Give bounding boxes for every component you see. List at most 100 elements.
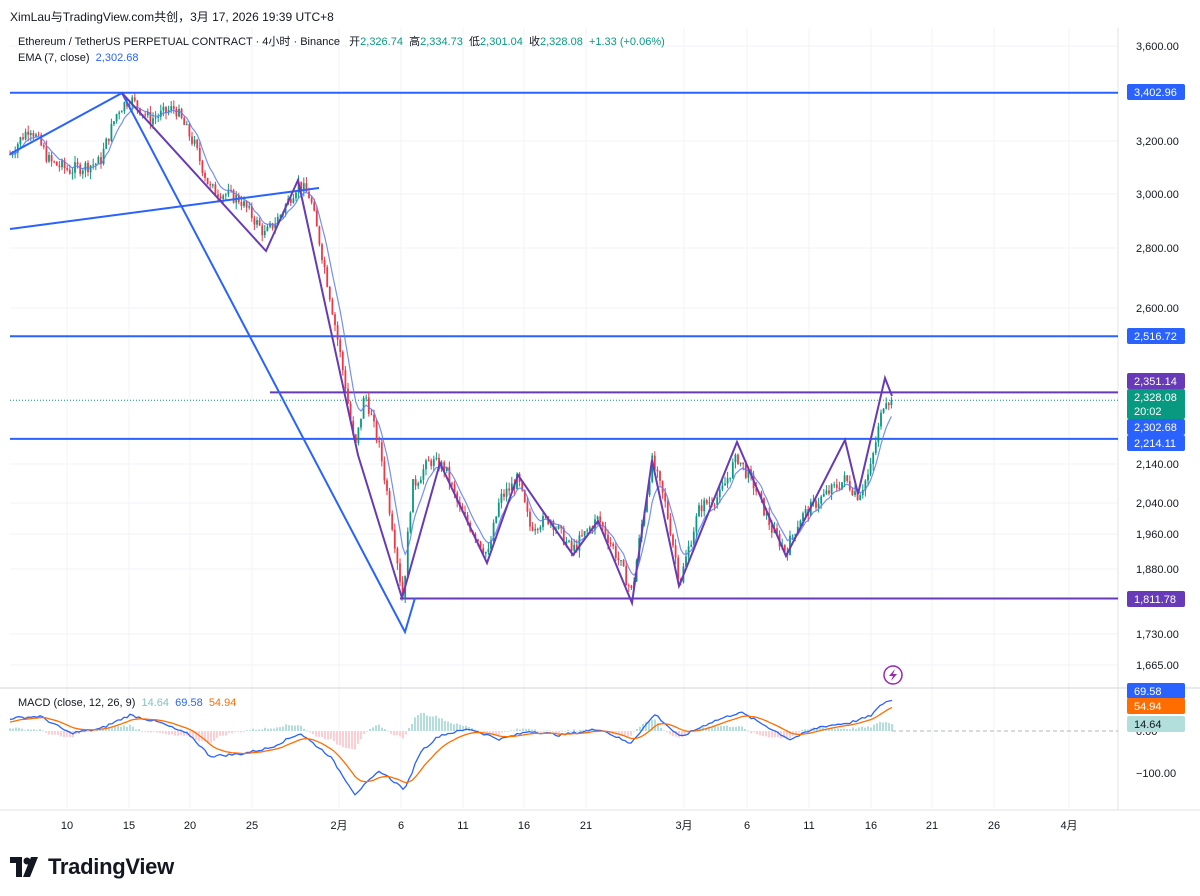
candle-body [308,191,310,199]
candle-body [198,147,201,162]
countdown-label[interactable]: 20:02 [1127,403,1185,419]
macd-value-label[interactable]: 14.64 [1127,716,1185,732]
price-axis[interactable]: 3,600.00 3,200.00 3,000.00 2,800.00 2,600.00… [1127,41,1185,780]
candle-body [674,545,677,558]
macd-histogram-bar [510,730,512,732]
candle-body [882,408,885,413]
price-label[interactable]: 2,302.68 [1127,419,1185,435]
macd-histogram-bar [342,731,344,747]
macd-histogram-bar [654,719,656,731]
macd-histogram-bar [183,731,185,736]
blue-trendline-channel[interactable] [9,187,320,230]
macd-histogram-bar [129,724,131,731]
symbol-legend[interactable]: Ethereum / TetherUS PERPETUAL CONTRACT ·… [18,34,665,66]
tradingview-logo[interactable]: TradingView [10,852,174,882]
macd-histogram-bar [195,731,197,741]
macd-histogram-bar [207,731,209,744]
price-axis-tick: 2,800.00 [1136,243,1179,255]
time-axis[interactable]: 10 15 20 25 2月 6 11 16 21 3月 6 11 16 21 26 4月 [61,820,1078,832]
signal-line [9,706,893,784]
macd-histogram-bar [474,729,476,731]
macd-histogram-bar [189,731,191,738]
candle-body [357,427,360,443]
macd-histogram-bar [411,724,413,731]
candle-body [27,131,30,135]
macd-histogram-bar [252,728,254,731]
candle-body [115,114,118,122]
price-label[interactable]: 2,328.08 [1127,389,1185,405]
macd-histogram-bar [324,731,326,740]
macd-histogram-bar [564,731,566,732]
horizontal-lines [10,91,1118,600]
symbol-title[interactable]: Ethereum / TetherUS PERPETUAL CONTRACT ·… [18,36,340,48]
candle-body [505,488,508,497]
ema-label[interactable]: EMA (7, close) [18,52,90,64]
candle-body [648,481,651,496]
macd-histogram-bar [219,731,221,736]
price-label[interactable]: 2,351.14 [1127,373,1185,389]
macd-histogram-bar [531,729,533,731]
candle-body [53,161,56,163]
candle-body [336,325,339,340]
macd-label[interactable]: MACD (close, 12, 26, 9) [18,697,136,709]
candle-body [794,534,797,536]
macd-value-label[interactable]: 54.94 [1127,698,1185,714]
macd-histogram-bar [405,731,407,735]
macd-histogram-bar [747,730,749,732]
svg-text:2,328.08: 2,328.08 [1134,392,1177,404]
candle-body [601,522,604,527]
macd-histogram-bar [513,730,515,732]
macd-histogram-bar [120,726,122,731]
top-bar: XimLau与TradingView.com共创，3月 17, 2026 19:… [0,0,1200,28]
candle-body [105,138,108,149]
price-label[interactable]: 2,214.11 [1127,435,1185,451]
candle-body [708,502,711,504]
price-label[interactable]: 2,516.72 [1127,328,1185,344]
candle-body [802,513,804,521]
macd-histogram-bar [807,729,809,731]
price-axis-tick: 1,665.00 [1136,660,1179,672]
candle-body [526,502,529,512]
alert-icon[interactable] [883,665,903,685]
svg-text:54.94: 54.94 [1134,701,1162,713]
macd-histogram-bar [720,726,722,731]
macd-histogram-bar [54,731,56,735]
candle-body [557,525,560,529]
macd-histogram-bar [828,728,830,731]
price-axis-tick: 1,960.00 [1136,529,1179,541]
macd-histogram-bar [168,731,170,735]
candle-body [874,442,877,454]
macd-histogram-bar [540,731,542,732]
candle-body [196,139,199,148]
legend-row-ohlc[interactable]: Ethereum / TetherUS PERPETUAL CONTRACT ·… [18,34,665,50]
macd-histogram-bar [546,730,548,732]
candle-body [867,474,869,481]
candle-body [245,201,248,208]
candle-body [492,522,495,541]
candle-body [497,502,500,517]
macd-histogram-bar [618,731,620,735]
candle-body [573,544,576,551]
macd-histogram-bar [882,722,884,731]
macd-histogram-bar [495,731,497,735]
price-axis-tick: 3,200.00 [1136,136,1179,148]
blue-trend-line[interactable] [9,91,416,635]
candle-body [167,110,170,113]
candle-body [669,518,672,535]
macd-value-label[interactable]: 69.58 [1127,683,1185,699]
candle-body [799,520,802,527]
macd-histogram-bar [270,728,272,731]
macd-histogram-bar [834,728,836,731]
macd-legend[interactable]: MACD (close, 12, 26, 9) 14.64 69.58 54.9… [18,697,236,709]
macd-histogram-bar [90,731,92,732]
macd-histogram-bar [273,728,275,731]
price-label[interactable]: 3,402.96 [1127,84,1185,100]
purple-zigzag-line[interactable] [121,92,893,607]
macd-histogram-bar [633,731,635,732]
candle-body [568,540,570,542]
macd-histogram-bar [504,731,506,732]
legend-row-ema[interactable]: EMA (7, close) 2,302.68 [18,50,665,66]
price-label[interactable]: 1,811.78 [1127,591,1185,607]
candle-body [256,220,258,225]
